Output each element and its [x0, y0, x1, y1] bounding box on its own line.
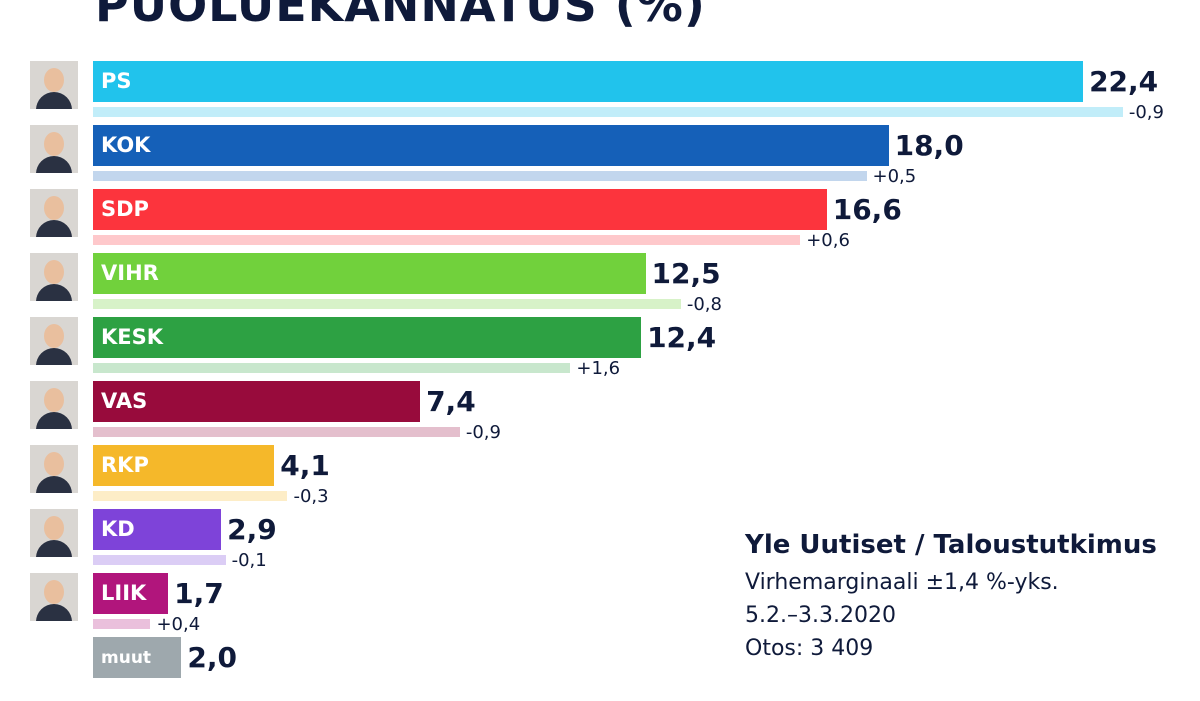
previous-value-bar: [93, 427, 460, 437]
party-leader-avatar: [30, 317, 78, 365]
value-label: 22,4: [1089, 65, 1159, 98]
value-label: 1,7: [174, 577, 224, 610]
value-label: 12,5: [651, 257, 721, 290]
bar-row: RKP 4,1 -0,3: [0, 445, 1200, 509]
bar-label: KOK: [101, 133, 151, 157]
previous-value-bar: [93, 555, 226, 565]
bar-row: PS 22,4 -0,9: [0, 61, 1200, 125]
bar-row: VIHR 12,5 -0,8: [0, 253, 1200, 317]
party-leader-avatar: [30, 189, 78, 237]
value-label: 18,0: [894, 129, 964, 162]
avatar-body: [36, 348, 72, 365]
chart-title: PUOLUEKANNATUS (%): [95, 0, 706, 32]
party-leader-avatar: [30, 445, 78, 493]
party-leader-avatar: [30, 125, 78, 173]
party-leader-avatar: [30, 509, 78, 557]
avatar-head: [44, 68, 64, 92]
bar: SDP: [93, 189, 827, 230]
change-label: +0,4: [156, 614, 201, 635]
avatar-head: [44, 260, 64, 284]
avatar-body: [36, 412, 72, 429]
change-label: -0,8: [686, 294, 722, 315]
bar-row: muut 2,0: [0, 637, 1200, 701]
change-label: +0,6: [806, 230, 850, 251]
change-label: -0,9: [1128, 102, 1164, 123]
bar-row: LIIK 1,7 +0,4: [0, 573, 1200, 637]
value-label: 4,1: [280, 449, 330, 482]
bar-row: KOK 18,0 +0,5: [0, 125, 1200, 189]
bar-row: SDP 16,6 +0,6: [0, 189, 1200, 253]
bar-rows: PS 22,4 -0,9 KOK 18,0 +0,5 SDP 16,6 +0,6 VIHR 12,5…: [0, 61, 1200, 678]
avatar-body: [36, 156, 72, 173]
bar: KD: [93, 509, 222, 550]
avatar-head: [44, 516, 64, 540]
party-leader-avatar: [30, 381, 78, 429]
bar: muut: [93, 637, 182, 678]
party-leader-avatar: [30, 61, 78, 109]
bar-label: LIIK: [101, 581, 147, 605]
avatar-body: [36, 476, 72, 493]
bar-label: muut: [101, 648, 152, 668]
avatar-body: [36, 220, 72, 237]
party-leader-avatar: [30, 253, 78, 301]
change-label: -0,9: [465, 422, 501, 443]
avatar-head: [44, 452, 64, 476]
bar: VAS: [93, 381, 421, 422]
change-label: -0,3: [293, 486, 329, 507]
previous-value-bar: [93, 491, 288, 501]
bar-label: KD: [101, 517, 135, 541]
avatar-head: [44, 196, 64, 220]
value-label: 12,4: [647, 321, 717, 354]
avatar-head: [44, 580, 64, 604]
value-label: 2,0: [187, 641, 237, 674]
change-label: +1,6: [576, 358, 621, 379]
value-label: 2,9: [227, 513, 277, 546]
bar-label: PS: [101, 69, 132, 93]
previous-value-bar: [93, 235, 801, 245]
change-label: -0,1: [231, 550, 267, 571]
value-label: 7,4: [426, 385, 476, 418]
bar-label: SDP: [101, 197, 149, 221]
survey-dates: 5.2.–3.3.2020: [745, 603, 896, 628]
bar-label: KESK: [101, 325, 164, 349]
previous-value-bar: [93, 619, 151, 629]
avatar-body: [36, 92, 72, 109]
bar: KOK: [93, 125, 889, 166]
bar-row: KD 2,9 -0,1: [0, 509, 1200, 573]
previous-value-bar: [93, 299, 681, 309]
previous-value-bar: [93, 363, 571, 373]
bar: VIHR: [93, 253, 646, 294]
bar: RKP: [93, 445, 275, 486]
bar-label: RKP: [101, 453, 149, 477]
bar-label: VAS: [101, 389, 148, 413]
bar-row: VAS 7,4 -0,9: [0, 381, 1200, 445]
change-label: +0,5: [872, 166, 917, 187]
avatar-head: [44, 132, 64, 156]
value-label: 16,6: [832, 193, 902, 226]
margin-of-error: Virhemarginaali ±1,4 %-yks.: [745, 570, 1059, 595]
avatar-body: [36, 284, 72, 301]
source-info: Yle Uutiset / Taloustutkimus Virhemargin…: [745, 530, 1185, 665]
bar: PS: [93, 61, 1084, 102]
avatar-body: [36, 604, 72, 621]
avatar-head: [44, 324, 64, 348]
avatar-body: [36, 540, 72, 557]
bar: LIIK: [93, 573, 169, 614]
party-leader-avatar: [30, 573, 78, 621]
sample-size: Otos: 3 409: [745, 636, 874, 661]
bar-row: KESK 12,4 +1,6: [0, 317, 1200, 381]
previous-value-bar: [93, 171, 867, 181]
avatar-head: [44, 388, 64, 412]
previous-value-bar: [93, 107, 1123, 117]
bar: KESK: [93, 317, 642, 358]
bar-label: VIHR: [101, 261, 159, 285]
source-title: Yle Uutiset / Taloustutkimus: [745, 530, 1157, 560]
